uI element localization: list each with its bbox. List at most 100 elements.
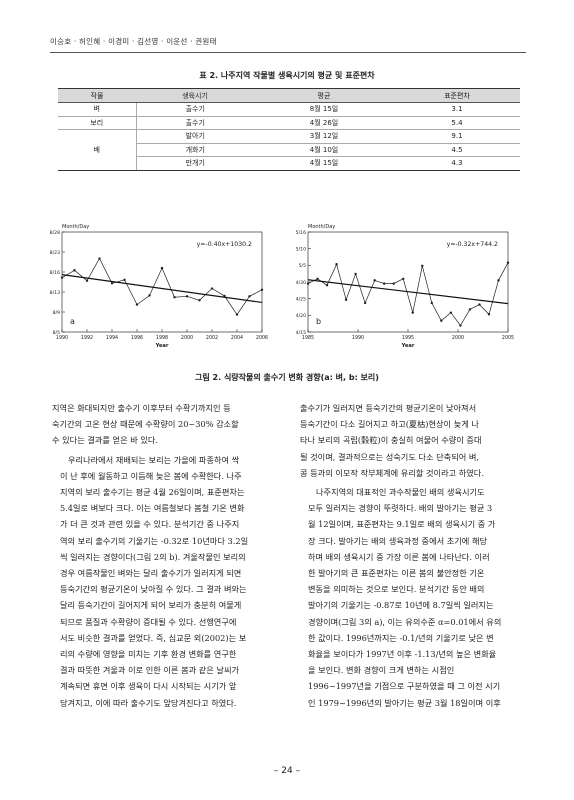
text-line: 1996~1997년을 기점으로 구분하였을 때 그 이전 시기 — [308, 681, 501, 692]
data-point — [335, 263, 338, 266]
data-point — [123, 278, 126, 282]
y-tick-label: 8/9 — [53, 310, 60, 316]
x-tick-label: 2000 — [452, 335, 464, 341]
x-tick-label: 2004 — [231, 335, 243, 341]
data-point — [210, 287, 214, 290]
table-header-row: 작물 생육시기 평균 표준편차 — [58, 88, 520, 103]
data-point — [148, 294, 151, 297]
y-tick-label: 5/10 — [296, 246, 306, 252]
cell-stage: 발아기 — [136, 129, 254, 144]
cell-sd: 4.3 — [394, 156, 520, 171]
cell-stage: 개화기 — [136, 143, 254, 157]
data-point — [402, 277, 405, 280]
y-axis-label: Month/Day — [308, 224, 335, 230]
data-point — [459, 324, 462, 327]
x-tick-label: 1990 — [352, 335, 364, 341]
text-line: 당겨지고, 이에 따라 출수기도 앞당겨진다고 하였다. — [60, 697, 237, 708]
data-point — [487, 313, 491, 316]
y-tick-label: 8/23 — [50, 250, 60, 256]
text-line: 나주지역의 대표적인 과수작물인 배의 생육시기도 — [316, 487, 485, 498]
text-line: 결과 따뜻한 겨울과 이로 인한 이른 봄과 같은 날씨가 — [60, 665, 240, 676]
cell-sd: 5.4 — [394, 116, 520, 130]
cell-crop — [58, 129, 137, 143]
text-line: 월 12일이며, 표준편차는 9.1일로 배의 생육시기 중 가 — [308, 519, 496, 530]
y-tick-label: 4/15 — [296, 330, 306, 336]
data-point — [248, 295, 251, 298]
text-line: 씩 일러지는 경향이다(그림 2의 b). 겨울작물인 보리의 — [60, 551, 246, 562]
text-line: 5.4일로 벼보다 크다. 이는 여름철보다 봄철 기온 변화 — [60, 503, 245, 514]
cell-mean: 8월 15일 — [254, 102, 394, 117]
data-point — [160, 266, 164, 270]
paragraph: 나주지역의 대표적인 과수작물인 배의 생육시기도 모두 일러지는 경향이 뚜렷… — [300, 484, 522, 711]
running-header-authors: 이승호 · 허인혜 · 이경미 · 김선영 · 이윤선 · 권원태 — [50, 37, 217, 46]
x-axis-label: Year — [401, 343, 415, 349]
cell-sd: 4.5 — [394, 143, 520, 157]
table-row: 보리 출수기 4월 26일 5.4 — [58, 116, 520, 130]
data-point — [421, 264, 424, 268]
text-line: 지역은 화대되지만 출수기 이후부터 수확기까지인 등 — [52, 403, 231, 413]
y-tick-label: 4/25 — [296, 296, 306, 302]
data-point — [411, 311, 414, 314]
data-point — [135, 303, 139, 306]
table-row: 벼 출수기 8월 15일 3.1 — [58, 102, 520, 117]
data-point — [223, 294, 226, 298]
text-line: 등숙기간의 평균기온이 낮아질 수 있다. 그 결과 벼와는 — [60, 584, 247, 595]
text-line: 변동을 의미하는 것으로 보인다. 분석기간 동안 배의 — [308, 584, 485, 595]
cell-mean: 3월 12일 — [254, 129, 394, 144]
y-tick-label: 4/30 — [296, 280, 306, 286]
data-point — [110, 282, 114, 285]
data-point — [235, 313, 239, 316]
data-point — [344, 298, 348, 301]
panel-label: a — [70, 317, 75, 326]
header-rule — [50, 52, 526, 53]
x-tick-label: 1994 — [106, 335, 118, 341]
data-point — [85, 279, 89, 282]
x-tick-label: 1996 — [131, 335, 143, 341]
x-tick-label: 2005 — [502, 335, 514, 341]
cell-crop: 보리 — [58, 116, 137, 130]
column-header-stage: 생육시기 — [136, 88, 254, 103]
y-tick-label: 4/20 — [296, 313, 306, 319]
text-line: 이 난 후에 월동하고 이듬해 늦은 봄에 수확한다. 나주 — [60, 470, 242, 481]
text-line: 서도 비슷한 결과를 얻었다. 즉, 심교문 외(2002)는 보 — [60, 632, 247, 643]
data-point — [60, 276, 64, 279]
y-axis-label: Month/Day — [62, 224, 89, 230]
cell-mean: 4월 10일 — [254, 143, 394, 157]
text-line: 역의 보리 출수기의 기울기는 -0.32로 10년마다 3.2일 — [60, 535, 249, 546]
trend-line — [307, 279, 509, 305]
column-header-crop: 작물 — [58, 88, 136, 103]
text-line: 리의 수량에 영향을 미치는 기후 환경 변화를 연구한 — [60, 649, 237, 660]
cell-mean: 4월 26일 — [254, 116, 394, 130]
data-point — [468, 308, 472, 311]
data-point — [497, 279, 500, 282]
figure-caption: 그림 2. 식량작물의 출수기 변화 경향(a: 벼, b: 보리) — [195, 373, 379, 382]
cell-crop — [58, 156, 137, 171]
x-axis-label: Year — [155, 343, 169, 349]
data-series-line — [307, 262, 509, 327]
cell-crop: 배 — [58, 143, 137, 157]
text-line: 인 1979~1996년의 발아기는 평균 3월 18일이며 이후 — [308, 697, 501, 708]
text-line: 모두 일러지는 경향이 뚜렷하다. 배의 발아기는 평균 3 — [308, 503, 493, 514]
data-point — [430, 301, 434, 305]
text-line: 출수기가 일러지면 등숙기간의 평균기온이 낮아져서 — [300, 403, 477, 413]
x-tick-label: 2000 — [181, 335, 193, 341]
x-tick-label: 1985 — [302, 335, 314, 341]
data-point — [392, 282, 395, 285]
column-header-sd: 표준편차 — [394, 88, 520, 103]
data-point — [373, 279, 376, 282]
page-number: – 24 – — [273, 766, 301, 776]
x-tick-label: 2006 — [256, 335, 268, 341]
rice-heading-chart: Month/Day 8/5 8/9 8/13 8/16 8/23 8/28 1990 1992 1… — [50, 224, 268, 349]
data-point — [325, 284, 329, 287]
y-tick-label: 5/5 — [299, 263, 306, 269]
cell-sd: 3.1 — [394, 102, 520, 117]
text-line: 한 발아기의 큰 표준편차는 이른 봄의 불안정한 기온 — [308, 568, 485, 579]
text-line: 등숙기간이 다소 길어지고 하고(夏枯)현상이 늦게 나 — [300, 419, 479, 430]
column-header-mean: 평균 — [254, 88, 394, 103]
cell-crop: 벼 — [58, 102, 137, 117]
paragraph: 출수기가 일러지면 등숙기간의 평균기온이 낮아져서 등숙기간이 다소 길어지고… — [300, 400, 522, 481]
cell-sd: 9.1 — [394, 129, 520, 144]
data-point — [363, 301, 367, 305]
text-line: 되므로 품질과 수확량이 증대될 수 있다. 선행연구에 — [60, 616, 237, 627]
cell-stage: 출수기 — [136, 102, 254, 117]
